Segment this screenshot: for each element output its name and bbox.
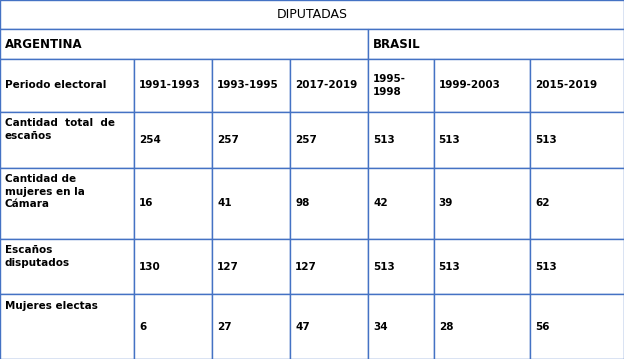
Text: 513: 513 — [373, 135, 395, 145]
Text: 257: 257 — [217, 135, 239, 145]
Text: Cantidad de
mujeres en la
Cámara: Cantidad de mujeres en la Cámara — [5, 174, 85, 209]
Bar — [290, 168, 368, 239]
Bar — [434, 59, 530, 112]
Text: 257: 257 — [295, 135, 317, 145]
Bar — [134, 112, 212, 168]
Bar — [0, 59, 134, 112]
Text: 42: 42 — [373, 198, 388, 208]
Text: 56: 56 — [535, 322, 550, 332]
Bar — [0, 0, 624, 29]
Text: 1993-1995: 1993-1995 — [217, 80, 279, 90]
Text: Escaños
disputados: Escaños disputados — [5, 245, 70, 267]
Text: 127: 127 — [295, 262, 317, 271]
Text: Cantidad  total  de
escaños: Cantidad total de escaños — [5, 118, 115, 141]
Text: 34: 34 — [373, 322, 388, 332]
Text: ARGENTINA: ARGENTINA — [5, 38, 82, 51]
Text: 513: 513 — [373, 262, 395, 271]
Bar — [134, 294, 212, 359]
Bar — [368, 59, 434, 112]
Bar — [212, 294, 290, 359]
Bar — [368, 239, 434, 294]
Bar — [368, 294, 434, 359]
Text: 47: 47 — [295, 322, 310, 332]
Text: 513: 513 — [439, 135, 461, 145]
Bar — [134, 168, 212, 239]
Text: 2017-2019: 2017-2019 — [295, 80, 358, 90]
Text: 62: 62 — [535, 198, 550, 208]
Bar — [290, 59, 368, 112]
Bar — [368, 29, 624, 59]
Text: 41: 41 — [217, 198, 232, 208]
Bar — [0, 239, 134, 294]
Text: 6: 6 — [139, 322, 147, 332]
Text: 28: 28 — [439, 322, 453, 332]
Text: 1991-1993: 1991-1993 — [139, 80, 201, 90]
Text: 2015-2019: 2015-2019 — [535, 80, 598, 90]
Bar — [530, 239, 624, 294]
Bar — [368, 112, 434, 168]
Bar — [212, 112, 290, 168]
Bar — [0, 168, 134, 239]
Text: 513: 513 — [535, 135, 557, 145]
Bar — [134, 239, 212, 294]
Text: 513: 513 — [535, 262, 557, 271]
Bar — [434, 112, 530, 168]
Bar — [0, 294, 134, 359]
Bar — [434, 239, 530, 294]
Bar — [212, 59, 290, 112]
Bar — [290, 294, 368, 359]
Bar — [212, 239, 290, 294]
Bar — [530, 294, 624, 359]
Bar — [530, 59, 624, 112]
Text: 1999-2003: 1999-2003 — [439, 80, 500, 90]
Text: 39: 39 — [439, 198, 453, 208]
Text: Periodo electoral: Periodo electoral — [5, 80, 106, 90]
Bar — [0, 29, 368, 59]
Bar — [530, 168, 624, 239]
Bar — [212, 168, 290, 239]
Bar — [434, 294, 530, 359]
Bar — [134, 59, 212, 112]
Text: Mujeres electas: Mujeres electas — [5, 301, 98, 311]
Text: 513: 513 — [439, 262, 461, 271]
Bar — [530, 112, 624, 168]
Bar — [290, 239, 368, 294]
Text: BRASIL: BRASIL — [373, 38, 421, 51]
Bar — [0, 112, 134, 168]
Text: 1995-
1998: 1995- 1998 — [373, 74, 406, 97]
Bar — [434, 168, 530, 239]
Text: 16: 16 — [139, 198, 154, 208]
Text: 254: 254 — [139, 135, 161, 145]
Text: 130: 130 — [139, 262, 161, 271]
Text: DIPUTADAS: DIPUTADAS — [276, 8, 348, 21]
Text: 98: 98 — [295, 198, 310, 208]
Text: 127: 127 — [217, 262, 239, 271]
Bar — [290, 112, 368, 168]
Bar — [368, 168, 434, 239]
Text: 27: 27 — [217, 322, 232, 332]
